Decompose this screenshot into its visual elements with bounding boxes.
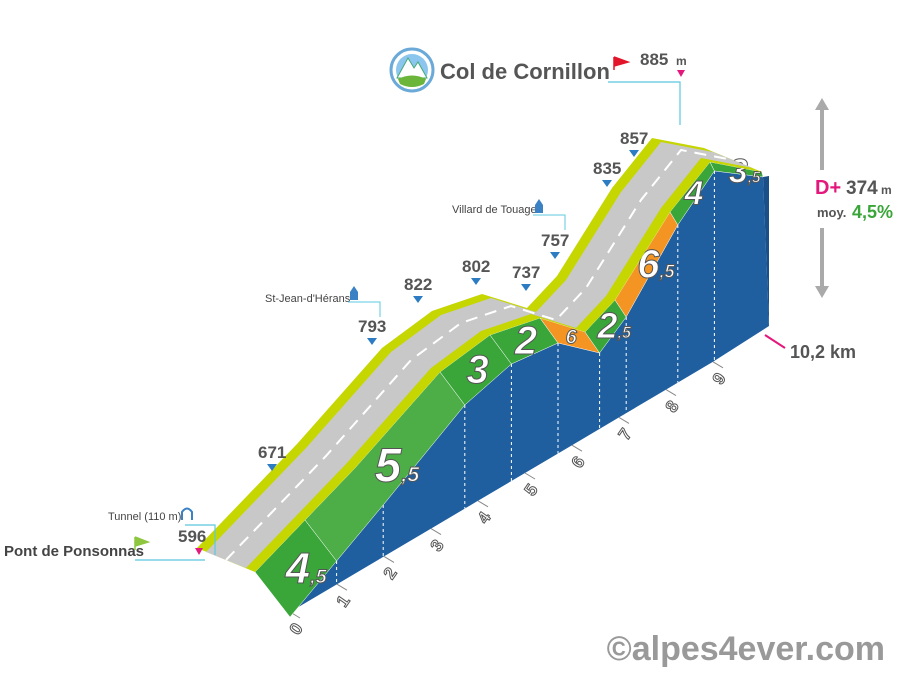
road (197, 138, 762, 572)
gradient-main: 6 (566, 327, 578, 349)
km-tick (336, 583, 348, 591)
km-tick (524, 472, 536, 480)
title: Col de Cornillon (440, 59, 610, 84)
avg: 4,5% (852, 202, 893, 222)
altitude-marker (550, 252, 560, 259)
km-label: 8 (662, 397, 683, 416)
start-name: Pont de Ponsonnas (4, 543, 144, 560)
altitude-label: 835 (593, 159, 621, 178)
km-label: 5 (521, 481, 542, 500)
gradient-main: 3 (467, 348, 489, 392)
altitude-label: 737 (512, 263, 540, 282)
altitude-label: 802 (462, 257, 490, 276)
altitude-label: 671 (258, 443, 286, 462)
credit: ©alpes4ever.com (607, 630, 885, 668)
gradient-label: 2,5 (596, 305, 632, 346)
km-tick (383, 555, 395, 563)
gradient-label: 3 (467, 348, 489, 392)
distance: 10,2 km (790, 342, 856, 362)
altitude-marker (413, 296, 423, 303)
altitude-label: 857 (620, 129, 648, 148)
place-label: Villard de Touage (452, 204, 537, 216)
tunnel-label: Tunnel (110 m) (108, 511, 181, 523)
stats: D+ 374 m moy. 4,5% 10,2 km (764, 98, 893, 362)
gradient-label: 5,5 (375, 439, 421, 492)
altitude-marker (602, 180, 612, 187)
km-tick (712, 361, 724, 369)
summit-leader (608, 81, 681, 125)
place-leader (348, 301, 381, 317)
side-face (290, 171, 769, 617)
side-edge (763, 176, 769, 326)
gain-label: D+ (815, 177, 841, 199)
title-block: Col de Cornillon 885 m (389, 47, 687, 125)
road-centerline (225, 148, 734, 561)
avg-label: moy. (817, 205, 846, 220)
gradient-sub: ,5 (400, 461, 420, 486)
gradient-label: 2 (514, 319, 537, 363)
start-flag (134, 536, 151, 550)
start-block: Pont de Ponsonnas Tunnel (110 m) 596 (4, 507, 216, 561)
altitude-marker (267, 464, 277, 471)
gradient-main: 2 (596, 305, 617, 346)
gradient-sub: ,5 (747, 169, 761, 186)
km-label: 7 (615, 425, 636, 444)
tunnel-icon (181, 507, 193, 520)
km-tick (571, 444, 583, 452)
altitude-marker (471, 278, 481, 285)
altitude-marker (521, 284, 531, 291)
gradient-main: 4 (285, 544, 310, 593)
start-marker (195, 548, 203, 555)
gradient-main: 2 (514, 319, 537, 363)
start-altitude: 596 (178, 527, 206, 546)
summit-unit: m (676, 54, 687, 68)
place-icon (535, 199, 543, 213)
place-label: St-Jean-d'Hérans (265, 293, 351, 305)
gradient-face (709, 161, 764, 178)
gradient-main: 5 (375, 439, 403, 492)
gradient-label: 4,5 (285, 544, 328, 593)
km-label: 6 (568, 453, 589, 472)
road-surface (206, 142, 753, 568)
gain-unit: m (881, 183, 892, 197)
km-tick (665, 389, 677, 397)
title-icon-grass (398, 75, 426, 87)
km-label: 9 (709, 369, 730, 388)
altitude-label: 757 (541, 231, 569, 250)
km-tick (430, 528, 442, 536)
gradient-sub: ,5 (616, 324, 631, 342)
km-label: 2 (380, 564, 401, 583)
km-label: 1 (333, 592, 354, 611)
gradient-sub: ,5 (309, 566, 327, 588)
gradient-main: 3 (729, 152, 748, 190)
gradient-sub: ,5 (659, 262, 676, 282)
gain: 374 (846, 178, 878, 199)
altitude-marker (629, 150, 639, 157)
place-icon (350, 286, 358, 300)
km-label: 3 (427, 536, 448, 555)
gradient-label: 3,5 (729, 152, 761, 190)
km-tick (618, 416, 630, 424)
km-label: 0 (286, 620, 307, 639)
altitude-label: 793 (358, 317, 386, 336)
distance-leader (764, 334, 786, 349)
summit-flag (613, 56, 631, 70)
tunnel-leader (185, 524, 216, 555)
km-tick (477, 500, 489, 508)
gradient-label: 6 (566, 327, 578, 349)
altitude-marker (367, 338, 377, 345)
place-leader (533, 214, 566, 230)
km-label: 4 (474, 508, 495, 527)
summit-altitude: 885 (640, 50, 668, 69)
summit-marker (677, 70, 685, 77)
altitude-label: 822 (404, 275, 432, 294)
